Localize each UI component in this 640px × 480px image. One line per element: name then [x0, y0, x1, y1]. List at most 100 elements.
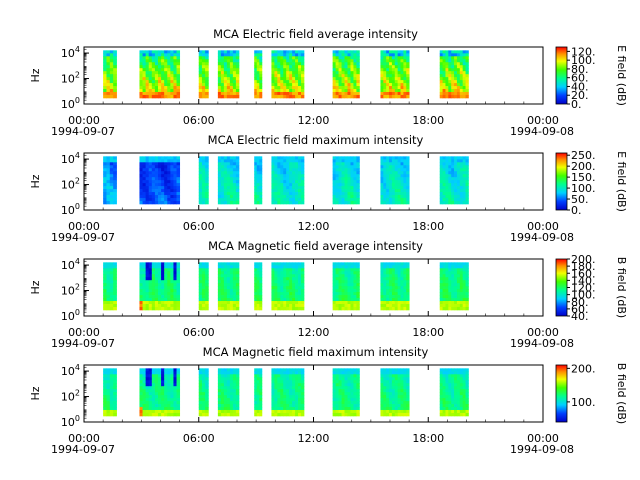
spectrogram-cell [445, 68, 449, 72]
spectrogram-cell [220, 409, 225, 414]
spectrogram-cell [271, 65, 275, 69]
spectrogram-cell [223, 156, 228, 160]
spectrogram-cell [300, 389, 305, 393]
spectrogram-cell [344, 168, 348, 172]
spectrogram-cell [292, 91, 296, 96]
spectrogram-cell [445, 56, 449, 60]
spectrogram-cell [335, 386, 339, 390]
spectrogram-cell [448, 91, 452, 96]
spectrogram-cell [335, 91, 339, 96]
spectrogram-cell [106, 177, 111, 181]
spectrogram-cell [335, 186, 339, 190]
spectrogram-cell [400, 65, 404, 69]
spectrogram-cell [254, 74, 258, 78]
spectrogram-cell [223, 386, 228, 390]
spectrogram-cell [289, 195, 293, 199]
spectrogram-cell [445, 301, 449, 305]
spectrogram-cell [459, 159, 464, 163]
spectrogram-cell [173, 86, 177, 90]
spectrogram-cell [439, 292, 443, 296]
spectrogram-cell [332, 86, 336, 90]
spectrogram-cell [341, 168, 345, 172]
spectrogram-cell [106, 398, 111, 402]
spectrogram-cell [335, 159, 339, 163]
spectrogram-cell [350, 298, 354, 302]
spectrogram-cell [286, 371, 290, 375]
spectrogram-cell [201, 395, 206, 399]
spectrogram-cell [280, 389, 284, 393]
spectrogram-cell [113, 59, 117, 63]
spectrogram-cell [386, 189, 390, 193]
spectrogram-cell [439, 398, 443, 402]
spectrogram-cell [356, 386, 360, 390]
spectrogram-cell [394, 183, 399, 187]
spectrogram-cell [161, 62, 165, 66]
spectrogram-cell [173, 289, 177, 293]
spectrogram-cell [442, 303, 446, 308]
spectrogram-cell [406, 165, 410, 169]
spectrogram-cell [300, 289, 305, 293]
spectrogram-cell [448, 268, 452, 272]
spectrogram-cell [442, 271, 446, 275]
spectrogram-cell [154, 280, 159, 284]
spectrogram-cell [442, 183, 446, 187]
spectrogram-cell [456, 368, 461, 372]
spectrogram-cell [451, 59, 455, 63]
colorbar-label: B field (dB) [615, 363, 628, 424]
spectrogram-cell [164, 59, 168, 63]
spectrogram-cell [456, 303, 461, 308]
spectrogram-cell [161, 380, 165, 384]
spectrogram-cell [170, 159, 174, 163]
spectrogram-cell [356, 280, 360, 284]
spectrogram-cell [391, 271, 396, 275]
spectrogram-cell [406, 53, 410, 57]
spectrogram-cell [341, 86, 345, 90]
spectrogram-cell [403, 386, 407, 390]
spectrogram-cell [332, 80, 336, 84]
spectrogram-cell [347, 86, 351, 90]
spectrogram-cell [406, 380, 410, 384]
spectrogram-cell [394, 265, 399, 269]
spectrogram-cell [344, 91, 348, 96]
spectrogram-cell [235, 186, 240, 190]
spectrogram-cell [300, 83, 305, 87]
spectrogram-cell [465, 280, 469, 284]
spectrogram-cell [277, 62, 281, 66]
spectrogram-cell [235, 298, 240, 302]
spectrogram-cell [103, 159, 107, 163]
spectrogram-cell [389, 156, 393, 160]
spectrogram-cell [389, 186, 393, 190]
spectrogram-cell [235, 295, 240, 299]
spectrogram-cell [167, 56, 171, 60]
spectrogram-cell [391, 298, 396, 302]
spectrogram-cell [400, 74, 404, 78]
spectrogram-cell [167, 271, 171, 275]
spectrogram-cell [109, 91, 114, 96]
spectrogram-cell [139, 401, 143, 405]
spectrogram-cell [154, 77, 159, 81]
spectrogram-cell [389, 295, 393, 299]
spectrogram-cell [151, 65, 156, 69]
spectrogram-cell [139, 292, 143, 296]
y-tick-label: 100 [61, 202, 80, 217]
spectrogram-cell [341, 74, 345, 78]
spectrogram-cell [161, 197, 165, 202]
spectrogram-cell [286, 301, 290, 305]
spectrogram-cell [347, 159, 351, 163]
spectrogram-cell [158, 174, 162, 178]
spectrogram-cell [341, 389, 345, 393]
spectrogram-cell [259, 94, 263, 99]
spectrogram-cell [448, 292, 452, 296]
spectrogram-cell [151, 159, 156, 163]
spectrogram-cell [456, 280, 461, 284]
spectrogram-cell [274, 177, 278, 181]
spectrogram-cell [226, 56, 231, 60]
spectrogram-cell [300, 50, 305, 54]
colorbar-tick-label: 80. [571, 296, 589, 309]
spectrogram-cell [292, 368, 296, 372]
spectrogram-cell [217, 186, 222, 190]
spectrogram-cell [406, 156, 410, 160]
spectrogram-cell [235, 265, 240, 269]
spectrogram-cell [198, 292, 203, 296]
spectrogram-cell [145, 59, 150, 63]
